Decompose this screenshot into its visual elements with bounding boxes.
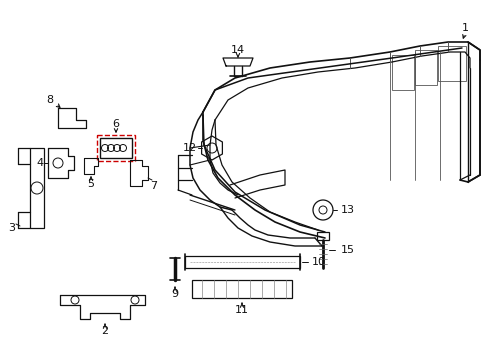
- Bar: [437, 46, 465, 81]
- Bar: [30, 148, 44, 228]
- Bar: [414, 50, 436, 85]
- Text: 14: 14: [230, 45, 244, 55]
- Text: 1: 1: [461, 23, 468, 33]
- Bar: [184, 256, 299, 268]
- Text: 4: 4: [37, 158, 43, 168]
- Text: 7: 7: [150, 181, 157, 191]
- Bar: [97, 135, 135, 161]
- Text: 5: 5: [87, 179, 94, 189]
- Text: 8: 8: [46, 95, 54, 105]
- Bar: [391, 55, 413, 90]
- Text: 12: 12: [183, 143, 197, 153]
- Text: 2: 2: [101, 326, 108, 336]
- Text: 11: 11: [235, 305, 248, 315]
- Bar: [100, 138, 132, 158]
- Bar: [192, 280, 291, 298]
- Bar: [316, 232, 328, 240]
- Text: 10: 10: [311, 257, 325, 267]
- Text: 3: 3: [8, 223, 16, 233]
- Text: 6: 6: [112, 119, 119, 129]
- Text: 13: 13: [340, 205, 354, 215]
- Text: 9: 9: [171, 289, 178, 299]
- Text: 15: 15: [340, 245, 354, 255]
